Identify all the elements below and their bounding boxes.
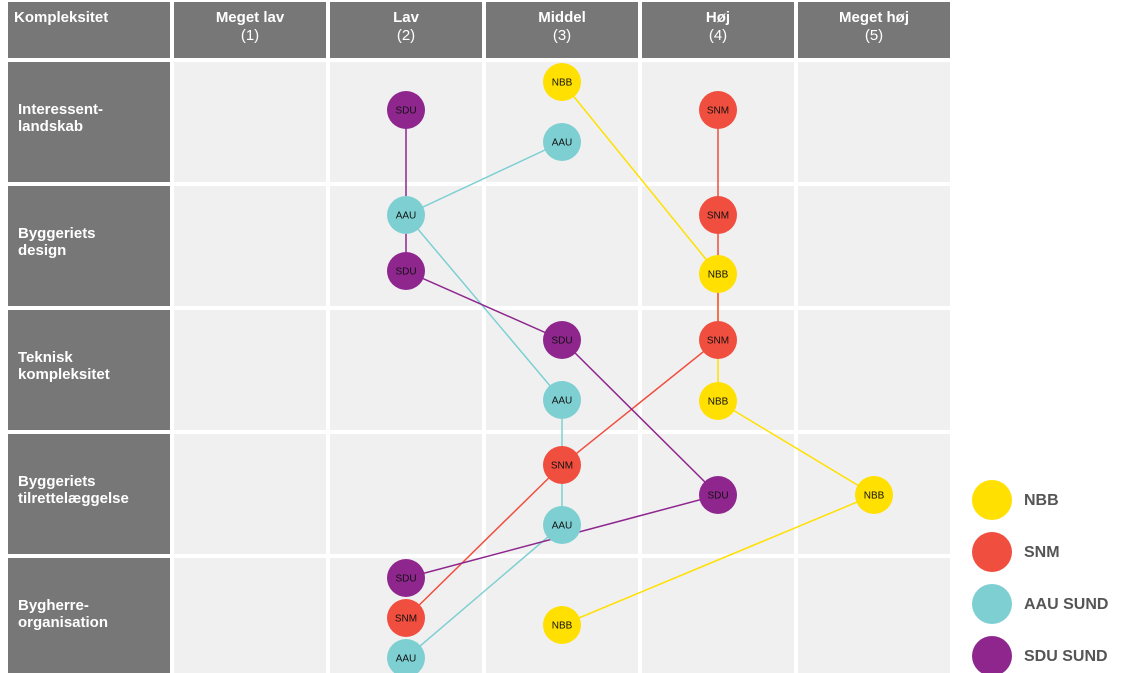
project-dot xyxy=(543,123,581,161)
column-name: Meget høj xyxy=(839,9,909,26)
column-header xyxy=(798,2,950,58)
dot-label: AAU xyxy=(552,521,573,532)
corner-label: Kompleksitet xyxy=(14,9,108,26)
column-number: (1) xyxy=(241,27,259,44)
dot-label: NBB xyxy=(708,270,729,281)
project-dot xyxy=(699,476,737,514)
dot-label: SDU xyxy=(707,491,728,502)
project-dot xyxy=(699,255,737,293)
row-header xyxy=(8,186,170,306)
row-label: design xyxy=(18,242,66,259)
project-dot xyxy=(543,381,581,419)
cell xyxy=(174,434,326,554)
cell xyxy=(642,558,794,673)
row-label: Byggeriets xyxy=(18,473,96,490)
cell xyxy=(330,310,482,430)
legend-swatch xyxy=(972,480,1012,520)
column-header xyxy=(486,2,638,58)
dot-label: SDU xyxy=(395,574,416,585)
legend-label: AAU SUND xyxy=(1024,596,1108,613)
legend-swatch xyxy=(972,532,1012,572)
legend-label: SNM xyxy=(1024,544,1060,561)
project-dot xyxy=(543,506,581,544)
row-label: Interessent- xyxy=(18,101,103,118)
column-number: (5) xyxy=(865,27,883,44)
dot-label: NBB xyxy=(552,621,573,632)
dot-label: NBB xyxy=(864,491,885,502)
column-number: (4) xyxy=(709,27,727,44)
legend-swatch xyxy=(972,584,1012,624)
dot-label: SNM xyxy=(551,461,573,472)
row-label: Teknisk xyxy=(18,349,73,366)
cell xyxy=(174,310,326,430)
row-label: tilrettelæggelse xyxy=(18,490,129,507)
cell xyxy=(798,62,950,182)
dot-label: SNM xyxy=(707,336,729,347)
row-header xyxy=(8,62,170,182)
row-label: landskab xyxy=(18,118,83,135)
dot-label: SDU xyxy=(395,106,416,117)
project-dot xyxy=(543,321,581,359)
project-dot xyxy=(699,91,737,129)
column-header xyxy=(642,2,794,58)
project-dot xyxy=(543,606,581,644)
legend-swatch xyxy=(972,636,1012,673)
dot-label: SNM xyxy=(395,614,417,625)
column-name: Lav xyxy=(393,9,420,26)
project-dot xyxy=(699,382,737,420)
column-name: Høj xyxy=(706,9,730,26)
cell xyxy=(798,186,950,306)
dot-label: AAU xyxy=(396,211,417,222)
dot-label: AAU xyxy=(396,654,417,665)
project-dot xyxy=(387,559,425,597)
dot-label: NBB xyxy=(708,397,729,408)
column-number: (2) xyxy=(397,27,415,44)
dot-label: AAU xyxy=(552,396,573,407)
legend-label: SDU SUND xyxy=(1024,648,1108,665)
column-header xyxy=(174,2,326,58)
row-label: organisation xyxy=(18,614,108,631)
row-header xyxy=(8,310,170,430)
project-dot xyxy=(387,91,425,129)
cell xyxy=(174,62,326,182)
cell xyxy=(174,558,326,673)
project-dot xyxy=(387,639,425,673)
legend-label: NBB xyxy=(1024,492,1059,509)
project-dot xyxy=(855,476,893,514)
row-label: Bygherre- xyxy=(18,597,89,614)
cell xyxy=(174,186,326,306)
corner-cell xyxy=(8,2,170,58)
project-dot xyxy=(387,196,425,234)
project-dot xyxy=(387,252,425,290)
column-name: Middel xyxy=(538,9,586,26)
cell xyxy=(330,434,482,554)
cell xyxy=(798,310,950,430)
column-header xyxy=(330,2,482,58)
dot-label: SNM xyxy=(707,211,729,222)
cell xyxy=(486,186,638,306)
column-name: Meget lav xyxy=(216,9,285,26)
row-header xyxy=(8,558,170,673)
dot-label: SDU xyxy=(395,267,416,278)
row-label: Byggeriets xyxy=(18,225,96,242)
dot-label: AAU xyxy=(552,138,573,149)
project-dot xyxy=(543,63,581,101)
project-dot xyxy=(387,599,425,637)
project-dot xyxy=(543,446,581,484)
dot-label: NBB xyxy=(552,78,573,89)
project-dot xyxy=(699,321,737,359)
row-header xyxy=(8,434,170,554)
dot-label: SNM xyxy=(707,106,729,117)
row-label: kompleksitet xyxy=(18,366,110,383)
cell xyxy=(798,558,950,673)
project-dot xyxy=(699,196,737,234)
dot-label: SDU xyxy=(551,336,572,347)
column-number: (3) xyxy=(553,27,571,44)
